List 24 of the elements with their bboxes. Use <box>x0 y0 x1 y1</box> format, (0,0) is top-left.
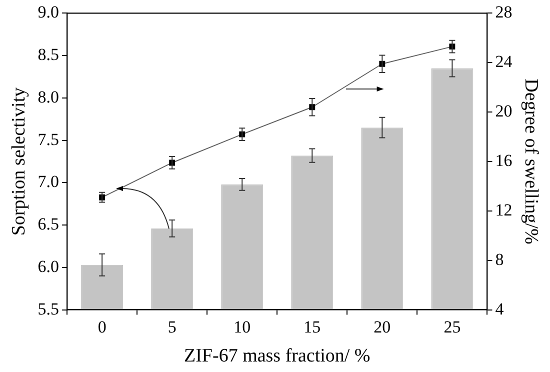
y-tick-label: 9.0 <box>38 2 60 22</box>
y-tick-label: 6.0 <box>38 256 60 276</box>
y-axis-title: Sorption selectivity <box>8 86 30 236</box>
y2-tick-label: 16 <box>495 150 512 170</box>
y-tick-label: 7.5 <box>38 130 60 149</box>
x-axis-title: ZIF-67 mass fraction/ % <box>184 346 370 367</box>
x-tick-label: 25 <box>444 317 461 336</box>
x-tick-label: 0 <box>98 317 106 336</box>
y-tick-label: 6.5 <box>38 214 60 234</box>
y2-axis-title: Degree of swelling/% <box>520 78 542 244</box>
y-tick-label: 7.0 <box>38 172 60 192</box>
y2-tick-label: 8 <box>495 250 504 269</box>
x-tick-label: 15 <box>304 317 321 336</box>
y2-tick-label: 20 <box>495 102 512 121</box>
y-tick-label: 8.5 <box>38 45 60 64</box>
y-tick-label: 5.5 <box>38 299 60 318</box>
y-tick-label: 8.0 <box>38 87 60 106</box>
x-tick-label: 20 <box>374 317 391 336</box>
y2-tick-label: 4 <box>495 299 504 318</box>
y2-tick-label: 24 <box>495 52 513 72</box>
y2-tick-label: 28 <box>495 2 512 22</box>
x-tick-label: 5 <box>168 317 176 336</box>
x-tick-label: 10 <box>234 317 251 336</box>
y2-tick-label: 12 <box>495 200 512 220</box>
